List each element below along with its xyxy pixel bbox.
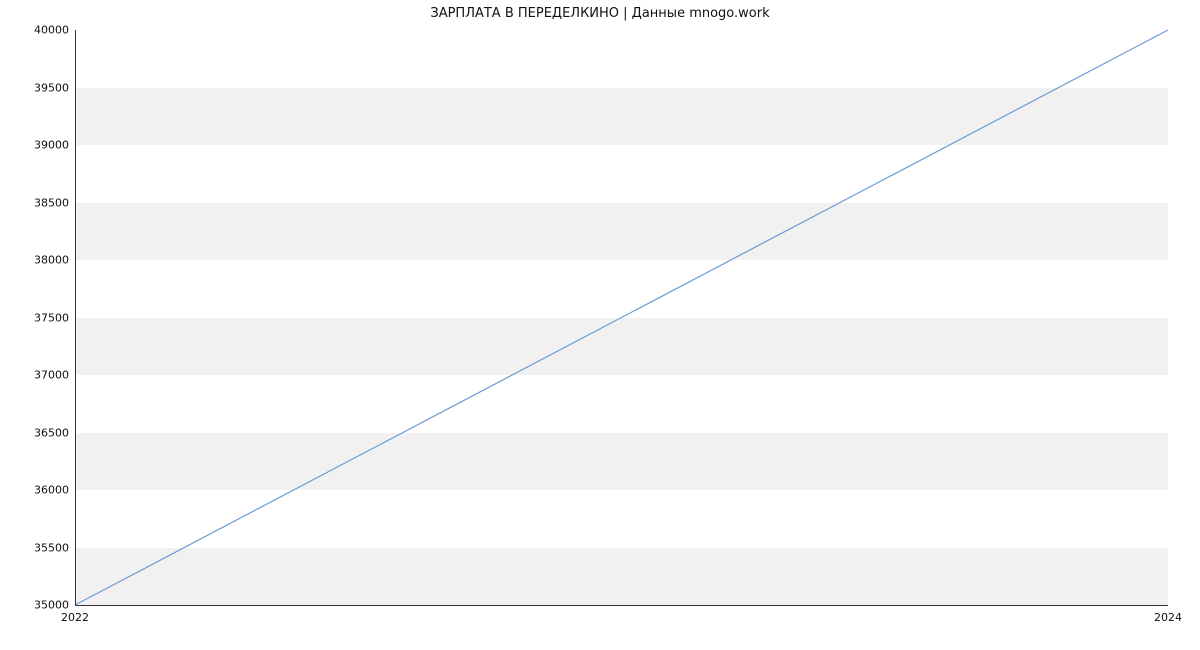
y-tick-label: 39000 <box>34 139 75 152</box>
y-tick-label: 36000 <box>34 484 75 497</box>
y-tick-label: 38000 <box>34 254 75 267</box>
y-axis-line <box>75 30 76 605</box>
y-tick-label: 39500 <box>34 81 75 94</box>
salary-line-chart: ЗАРПЛАТА В ПЕРЕДЕЛКИНО | Данные mnogo.wo… <box>0 0 1200 650</box>
x-axis-line <box>75 605 1168 606</box>
line-layer <box>75 30 1168 605</box>
x-tick-label: 2024 <box>1154 605 1182 624</box>
y-tick-label: 40000 <box>34 24 75 37</box>
plot-area: 3500035500360003650037000375003800038500… <box>75 30 1168 605</box>
y-tick-label: 37000 <box>34 369 75 382</box>
y-tick-label: 36500 <box>34 426 75 439</box>
y-tick-label: 35500 <box>34 541 75 554</box>
series-salary <box>75 30 1168 605</box>
x-tick-label: 2022 <box>61 605 89 624</box>
y-tick-label: 38500 <box>34 196 75 209</box>
chart-title: ЗАРПЛАТА В ПЕРЕДЕЛКИНО | Данные mnogo.wo… <box>0 6 1200 21</box>
y-tick-label: 37500 <box>34 311 75 324</box>
